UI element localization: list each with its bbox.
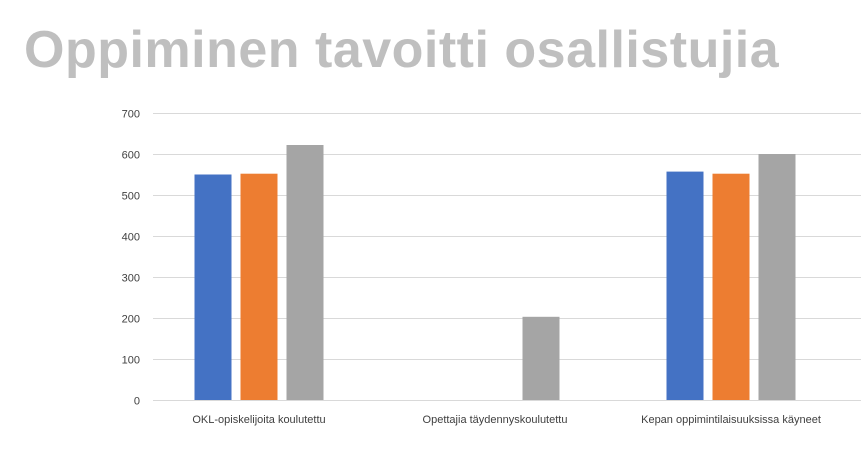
bar	[712, 173, 750, 400]
y-tick-label: 600	[122, 150, 140, 162]
bar	[758, 154, 796, 400]
bar	[666, 171, 704, 400]
bars	[194, 145, 796, 400]
bar	[286, 145, 324, 400]
y-tick-label: 700	[122, 109, 140, 121]
x-category-label: OKL-opiskelijoita koulutettu	[192, 414, 325, 426]
y-tick-label: 300	[122, 273, 140, 285]
y-tick-label: 100	[122, 355, 140, 367]
bar	[240, 173, 278, 400]
y-tick-label: 500	[122, 191, 140, 203]
x-axis-labels: OKL-opiskelijoita koulutettu Opettajia tä…	[192, 414, 821, 426]
bar	[194, 174, 232, 400]
y-tick-label: 400	[122, 232, 140, 244]
y-tick-label: 200	[122, 314, 140, 326]
x-category-label: Opettajia täydennyskoulutettu	[423, 414, 568, 426]
slide-title: Oppiminen tavoitti osallistujia	[24, 21, 780, 79]
bar	[522, 316, 560, 400]
y-tick-label: 0	[134, 396, 140, 408]
y-axis-ticks: 0 100 200 300 400 500 600 700	[122, 109, 140, 408]
x-category-label: Kepan oppimintilaisuuksissa käyneet	[641, 414, 821, 426]
